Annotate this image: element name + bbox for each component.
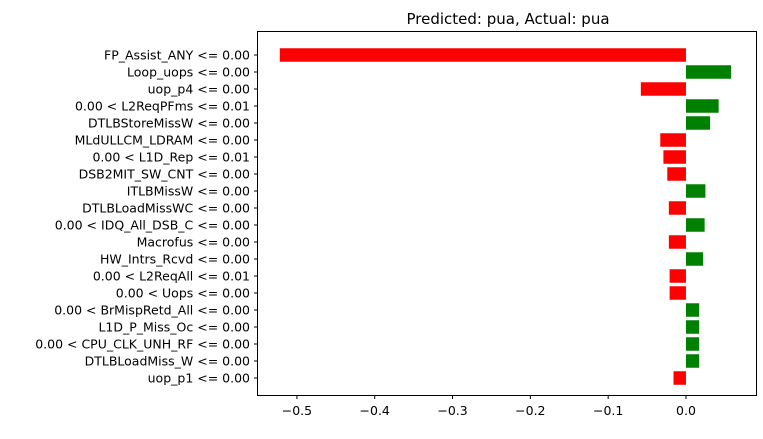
bar-12	[685, 252, 704, 266]
y-tick-label: uop_p4 <= 0.00	[148, 82, 250, 97]
y-tick-labels: FP_Assist_ANY <= 0.00 Loop_uops <= 0.00 uo…	[35, 48, 258, 386]
plot-area-frame	[257, 31, 757, 396]
y-tick-label: 0.00 < L2ReqAll <= 0.01	[93, 269, 250, 284]
x-tick-label: −0.4	[360, 403, 390, 418]
bar-10	[685, 218, 705, 232]
y-tick-label: HW_Intrs_Rcvd <= 0.00	[100, 252, 250, 267]
bar-2	[640, 82, 686, 96]
x-tick-label: −0.1	[593, 403, 623, 418]
y-tick-label: DTLBLoadMiss_W <= 0.00	[85, 354, 250, 369]
bar-11	[668, 235, 686, 249]
y-tick-label: 0.00 < L2ReqPFms <= 0.01	[75, 99, 250, 114]
bar-6	[663, 150, 686, 164]
bar-3	[685, 99, 719, 113]
bar-0	[279, 48, 686, 62]
bar-16	[685, 320, 700, 334]
y-tick-label: ITLBMissW <= 0.00	[127, 184, 250, 199]
y-tick-label: Loop_uops <= 0.00	[127, 65, 250, 80]
chart-title: Predicted: pua, Actual: pua	[406, 10, 609, 28]
y-tick-label: FP_Assist_ANY <= 0.00	[104, 48, 250, 63]
bar-9	[668, 201, 686, 215]
x-axis-ticks: −0.5 −0.4 −0.3 −0.2 −0.1 0.0	[282, 395, 696, 418]
bar-5	[660, 133, 686, 147]
y-tick-label: 0.00 < L1D_Rep <= 0.01	[92, 150, 250, 165]
bar-1	[685, 65, 732, 79]
y-tick-label: 0.00 < BrMispRetd_All <= 0.00	[54, 303, 250, 318]
bar-14	[669, 286, 686, 300]
y-tick-label: DSB2MIT_SW_CNT <= 0.00	[79, 167, 250, 182]
bar-4	[685, 116, 711, 130]
y-tick-label: 0.00 < Uops <= 0.00	[116, 286, 250, 301]
x-tick-label: −0.3	[437, 403, 467, 418]
x-tick-label: −0.5	[282, 403, 312, 418]
y-tick-label: MLdULLCM_LDRAM <= 0.00	[75, 133, 250, 148]
bar-17	[685, 337, 700, 351]
y-tick-label: 0.00 < IDQ_All_DSB_C <= 0.00	[55, 218, 250, 233]
bar-18	[685, 354, 700, 368]
y-tick-label: L1D_P_Miss_Oc <= 0.00	[98, 320, 250, 335]
x-tick-label: −0.2	[515, 403, 545, 418]
y-tick-label: Macrofus <= 0.00	[137, 235, 250, 250]
x-tick-label: 0.0	[676, 403, 696, 418]
bar-7	[667, 167, 686, 181]
bar-19	[673, 371, 686, 385]
y-tick-label: 0.00 < CPU_CLK_UNH_RF <= 0.00	[35, 337, 250, 352]
bar-13	[669, 269, 686, 283]
y-tick-label: uop_p1 <= 0.00	[148, 371, 250, 386]
bar-15	[685, 303, 700, 317]
y-tick-label: DTLBLoadMissWC <= 0.00	[82, 201, 250, 216]
y-tick-label: DTLBStoreMissW <= 0.00	[88, 116, 250, 131]
bars-layer	[279, 48, 732, 385]
bar-8	[685, 184, 706, 198]
